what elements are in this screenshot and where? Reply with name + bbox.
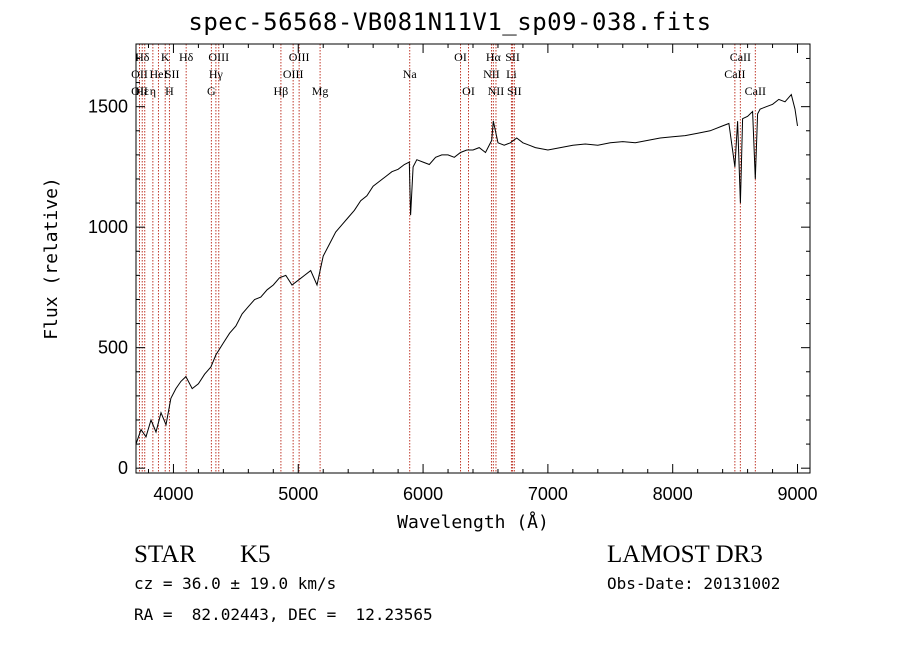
object-class: STAR xyxy=(134,541,196,568)
redshift-velocity: cz = 36.0 ± 19.0 km/s xyxy=(134,574,337,593)
line-marker-label: NII xyxy=(483,67,500,81)
y-tick-label: 1500 xyxy=(88,97,128,117)
x-tick-label: 6000 xyxy=(403,484,443,504)
line-marker-label: HeI xyxy=(149,67,167,81)
line-marker-label: CaII xyxy=(730,50,751,64)
y-tick-label: 500 xyxy=(98,338,128,358)
line-marker-label: Hε xyxy=(135,84,149,98)
line-marker-label: η xyxy=(150,84,156,98)
x-tick-label: 7000 xyxy=(528,484,568,504)
chart-title: spec-56568-VB081N11V1_sp09-038.fits xyxy=(188,8,712,36)
line-marker-label: Hδ xyxy=(135,50,150,64)
line-marker-label: CaII xyxy=(745,84,766,98)
plot-frame xyxy=(135,43,811,474)
x-tick-label: 4000 xyxy=(153,484,193,504)
observation-date: Obs-Date: 20131002 xyxy=(607,574,781,593)
line-marker-label: CaII xyxy=(724,67,745,81)
line-marker-label: Li xyxy=(506,67,517,81)
line-marker-label: OII xyxy=(131,67,148,81)
y-tick-label: 1000 xyxy=(88,217,128,237)
x-axis-label: Wavelength (Å) xyxy=(397,511,549,533)
line-marker-label: Hβ xyxy=(274,84,289,98)
line-marker-label: Hδ xyxy=(179,50,194,64)
line-marker-label: Mg xyxy=(312,84,329,98)
line-marker-label: SII xyxy=(507,84,522,98)
x-tick-label: 8000 xyxy=(653,484,693,504)
y-tick-label: 0 xyxy=(118,458,128,478)
line-marker-label: OIII xyxy=(289,50,310,64)
line-marker-label: Hα xyxy=(486,50,502,64)
line-marker-label: H xyxy=(165,84,174,98)
x-tick-label: 9000 xyxy=(777,484,817,504)
line-marker-label: G xyxy=(207,84,216,98)
line-marker-label: K xyxy=(161,50,170,64)
line-marker-label: SII xyxy=(165,67,180,81)
line-marker-label: NII xyxy=(488,84,505,98)
x-tick-label: 5000 xyxy=(278,484,318,504)
line-marker-label: OIII xyxy=(208,50,229,64)
line-marker-label: OI xyxy=(454,50,467,64)
y-axis-label: Flux (relative) xyxy=(41,177,62,340)
coordinates: RA = 82.02443, DEC = 12.23565 xyxy=(134,605,433,624)
object-subclass: K5 xyxy=(240,541,271,568)
spectrum-line xyxy=(135,93,798,445)
line-marker-label: OIII xyxy=(283,67,304,81)
emission-line-markers xyxy=(138,44,756,473)
line-marker-label: Hγ xyxy=(209,67,224,81)
axis-ticks: 4000 5000 6000 7000 8000 9000 0 500 1000 1500 xyxy=(88,44,818,504)
line-marker-label: Na xyxy=(403,67,418,81)
line-marker-label: OI xyxy=(462,84,475,98)
survey-name: LAMOST DR3 xyxy=(607,541,763,568)
line-marker-label: SII xyxy=(505,50,520,64)
line-marker-label: OII xyxy=(131,84,148,98)
